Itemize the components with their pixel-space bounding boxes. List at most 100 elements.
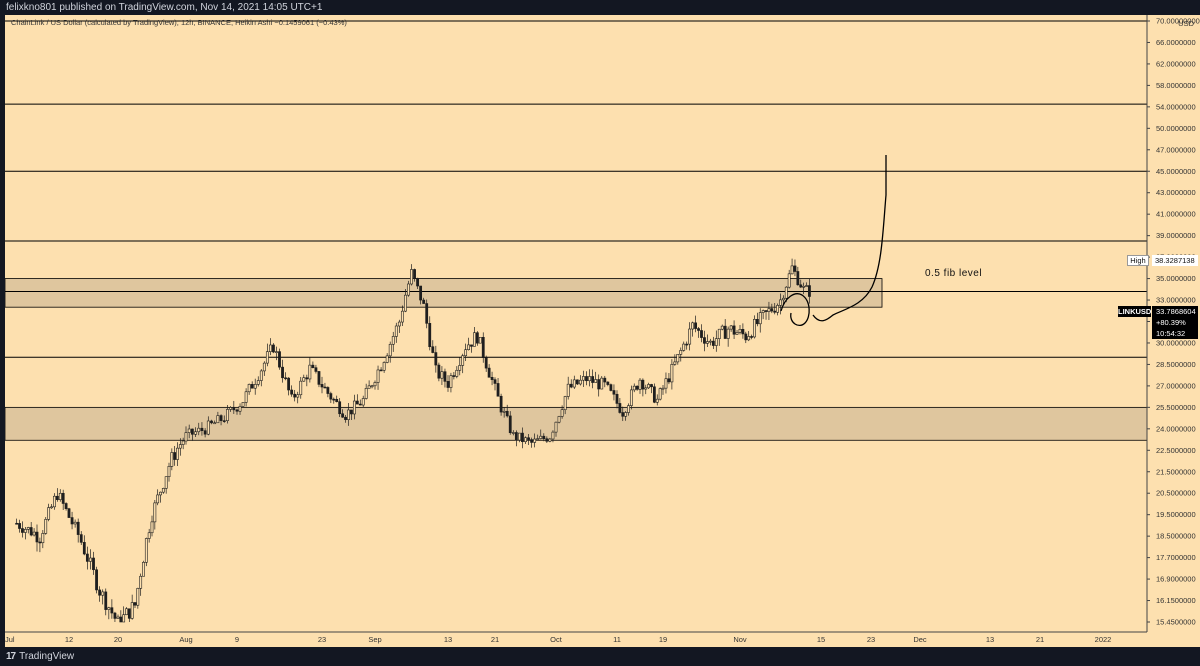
- candle-body: [773, 310, 777, 313]
- time-tick-label: 19: [659, 635, 667, 644]
- time-tick-label: 23: [318, 635, 326, 644]
- candle-body: [688, 328, 692, 345]
- tradingview-brand: TradingView: [19, 651, 75, 662]
- candle-body: [170, 452, 174, 467]
- candle-body: [591, 376, 595, 383]
- time-tick-label: 12: [65, 635, 73, 644]
- candle-body: [388, 343, 392, 357]
- candle-body: [624, 412, 628, 417]
- candle-body: [95, 569, 98, 591]
- candle-body: [655, 398, 659, 403]
- candle-body: [770, 308, 774, 312]
- candle-body: [629, 389, 633, 406]
- candle-body: [764, 310, 768, 312]
- candle-body: [197, 427, 201, 433]
- candle-body: [635, 385, 639, 390]
- candle-body: [229, 407, 233, 410]
- candle-body: [449, 375, 453, 388]
- candle-body: [407, 283, 410, 296]
- time-tick-label: Aug: [179, 635, 192, 644]
- candle-body: [104, 591, 108, 610]
- candle-body: [153, 502, 157, 523]
- candle-body: [799, 284, 803, 288]
- candle-body: [361, 398, 365, 406]
- time-tick-label: 20: [114, 635, 122, 644]
- candle-body: [787, 273, 791, 288]
- candle-body: [347, 409, 350, 420]
- candle-body: [181, 440, 185, 445]
- candle-body: [638, 379, 642, 390]
- time-tick-label: 11: [613, 635, 621, 644]
- candle-body: [729, 325, 733, 330]
- candle-body: [446, 381, 450, 388]
- candle-body: [284, 377, 287, 380]
- candle-body: [116, 616, 120, 619]
- candle-body: [588, 376, 591, 382]
- candle-body: [484, 357, 488, 369]
- candle-body: [499, 395, 503, 413]
- candle-body: [536, 438, 540, 440]
- price-zone: [5, 406, 1148, 441]
- candle-body: [758, 312, 762, 325]
- candle-body: [200, 427, 204, 431]
- candle-body: [329, 393, 333, 400]
- chart-panel[interactable]: 70.00000000 66.0000000 62.0000000 58.000000…: [5, 15, 1200, 647]
- price-tick-label: 30.0000000: [1156, 338, 1196, 347]
- candle-body: [268, 344, 272, 352]
- candle-body: [58, 492, 62, 500]
- candle-body: [159, 491, 162, 496]
- candle-body: [98, 589, 102, 596]
- candle-body: [385, 355, 389, 363]
- candle-body: [55, 495, 59, 500]
- candle-body: [210, 420, 213, 424]
- candle-body: [652, 386, 656, 403]
- circle-drawing: [780, 293, 810, 327]
- candle-body: [802, 285, 806, 288]
- price-tick-label: 19.5000000: [1156, 510, 1196, 519]
- candle-body: [676, 353, 680, 363]
- candle-body: [85, 553, 89, 562]
- candle-body: [428, 323, 432, 348]
- candle-body: [113, 612, 117, 619]
- candle-body: [194, 431, 197, 435]
- candle-body: [578, 379, 582, 385]
- candle-body: [490, 376, 494, 380]
- candle-body: [661, 387, 665, 390]
- candle-body: [582, 376, 585, 381]
- candle-body: [176, 447, 179, 460]
- candle-body: [50, 506, 53, 509]
- candle-body: [311, 364, 315, 368]
- candle-body: [685, 343, 689, 346]
- candle-body: [250, 384, 254, 389]
- candle-body: [382, 362, 386, 371]
- currency-unit: USD: [1178, 19, 1194, 28]
- high-value-badge: 38.3287138: [1152, 255, 1198, 266]
- time-tick-label: 13: [444, 635, 452, 644]
- price-chart[interactable]: 70.00000000 66.0000000 62.0000000 58.000000…: [5, 15, 1200, 647]
- candle-body: [524, 437, 527, 443]
- ticker-symbol-badge[interactable]: LINKUSD: [1118, 306, 1152, 317]
- candle-body: [747, 336, 751, 341]
- candle-body: [627, 405, 630, 413]
- candle-body: [557, 416, 561, 423]
- candle-body: [612, 390, 616, 395]
- time-tick-label: 13: [986, 635, 994, 644]
- candle-body: [278, 351, 281, 368]
- candle-body: [419, 285, 423, 301]
- candle-body: [139, 575, 143, 589]
- fib-annotation: 0.5 fib level: [925, 268, 983, 279]
- price-tick-label: 25.5000000: [1156, 403, 1196, 412]
- candle-body: [133, 602, 137, 606]
- candle-body: [790, 265, 794, 275]
- candle-body: [167, 466, 171, 477]
- price-tick-label: 58.0000000: [1156, 81, 1196, 90]
- candle-body: [259, 370, 263, 381]
- candle-body: [101, 591, 105, 596]
- candle-body: [164, 476, 168, 489]
- time-tick-label: 2022: [1095, 635, 1112, 644]
- candle-body: [440, 371, 444, 379]
- candle-body: [735, 332, 739, 335]
- candle-body: [706, 341, 709, 344]
- candle-body: [741, 329, 745, 335]
- candle-body: [551, 431, 555, 440]
